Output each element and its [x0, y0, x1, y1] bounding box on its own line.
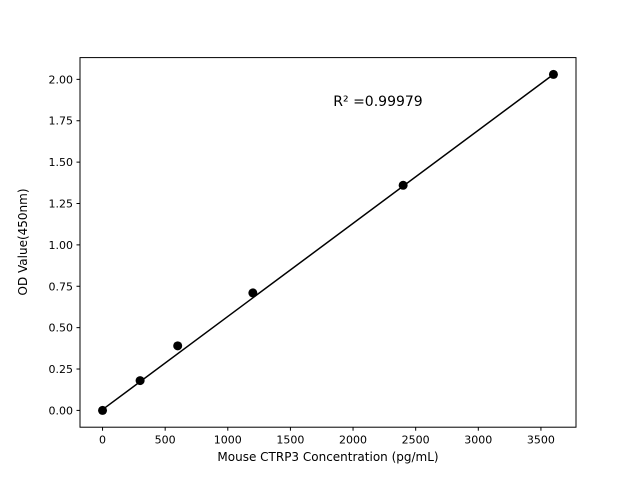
data-point-marker: [248, 288, 258, 298]
y-tick-label: 1.00: [49, 239, 74, 252]
x-tick-label: 3000: [464, 434, 492, 447]
data-point-marker: [173, 341, 183, 351]
data-point-marker: [398, 180, 408, 190]
y-axis-label: OD Value(450nm): [16, 188, 30, 295]
data-point-marker: [98, 405, 108, 415]
y-tick-label: 1.75: [49, 115, 74, 128]
x-tick-label: 2000: [339, 434, 367, 447]
x-tick-label: 3500: [527, 434, 555, 447]
y-tick-label: 0.75: [49, 280, 74, 293]
x-tick-label: 0: [99, 434, 106, 447]
y-tick-label: 1.50: [49, 156, 74, 169]
x-tick-label: 2500: [402, 434, 430, 447]
y-tick-label: 0.25: [49, 363, 74, 376]
axes-spines: [79, 57, 577, 428]
fit-line: [102, 73, 554, 411]
r-squared-annotation: R² =0.99979: [333, 94, 422, 110]
data-point-marker: [135, 376, 145, 386]
x-tick-label: 500: [155, 434, 176, 447]
plot-area: 0 500 1000 1500 2000 2500 3000 3500 0.00 0.25 0.50…: [49, 57, 577, 447]
y-tick-label: 0.50: [49, 322, 74, 335]
y-tick-label: 2.00: [49, 73, 74, 86]
x-tick-label: 1000: [214, 434, 242, 447]
y-tick-label: 0.00: [49, 404, 74, 417]
data-point-marker: [548, 69, 558, 79]
x-axis-label: Mouse CTRP3 Concentration (pg/mL): [217, 450, 438, 464]
y-tick-label: 1.25: [49, 198, 74, 211]
x-tick-label: 1500: [276, 434, 304, 447]
